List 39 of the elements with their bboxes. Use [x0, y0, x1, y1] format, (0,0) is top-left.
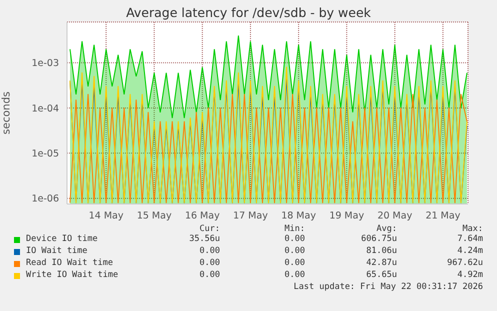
text: 0.00	[284, 234, 305, 244]
chart-title: Average latency for /dev/sdb - by week	[125, 5, 372, 20]
text: Min:	[284, 224, 305, 234]
text: 606.75u	[361, 234, 397, 244]
text: Cur:	[200, 224, 220, 234]
text: 65.65u	[366, 270, 397, 280]
text: Last update: Fri May 22 00:31:17 2026	[294, 282, 483, 292]
text: 0.00	[200, 258, 220, 268]
text: 0.00	[284, 270, 305, 280]
text: 35.56u	[189, 234, 220, 244]
x-tick-label: 21 May	[426, 210, 461, 222]
text: 0.00	[200, 246, 220, 256]
y-tick-label: 1e-05	[32, 148, 59, 160]
x-tick-label: 16 May	[184, 210, 220, 222]
text: Avg:	[376, 224, 397, 234]
text: 42.87u	[366, 258, 397, 268]
x-tick-label: 15 May	[136, 210, 172, 222]
legend-label: Device IO time	[26, 234, 98, 244]
x-tick-label: 19 May	[329, 210, 364, 222]
y-tick-label: 1e-06	[32, 194, 59, 205]
text: 0.00	[200, 270, 220, 280]
x-tick-label: 17 May	[233, 210, 268, 222]
text: 0.00	[284, 246, 305, 256]
x-tick-label: 20 May	[377, 210, 413, 222]
text: 81.06u	[366, 246, 397, 256]
y-tick-label: 1e-03	[32, 58, 59, 70]
text: 7.64m	[457, 234, 483, 244]
text: 967.62u	[447, 258, 483, 268]
text: 4.92m	[457, 270, 483, 280]
x-tick-label: 14 May	[88, 210, 124, 222]
legend-label: Read IO Wait time	[26, 258, 113, 268]
text: Max:	[462, 224, 483, 234]
text: 4.24m	[457, 246, 483, 256]
x-tick-label: 18 May	[281, 210, 316, 222]
legend-label: IO Wait time	[26, 246, 88, 256]
y-axis-title: seconds	[0, 92, 13, 134]
y-tick-label: 1e-04	[32, 103, 59, 114]
legend-label: Write IO Wait time	[26, 270, 118, 280]
text: 0.00	[284, 258, 305, 268]
